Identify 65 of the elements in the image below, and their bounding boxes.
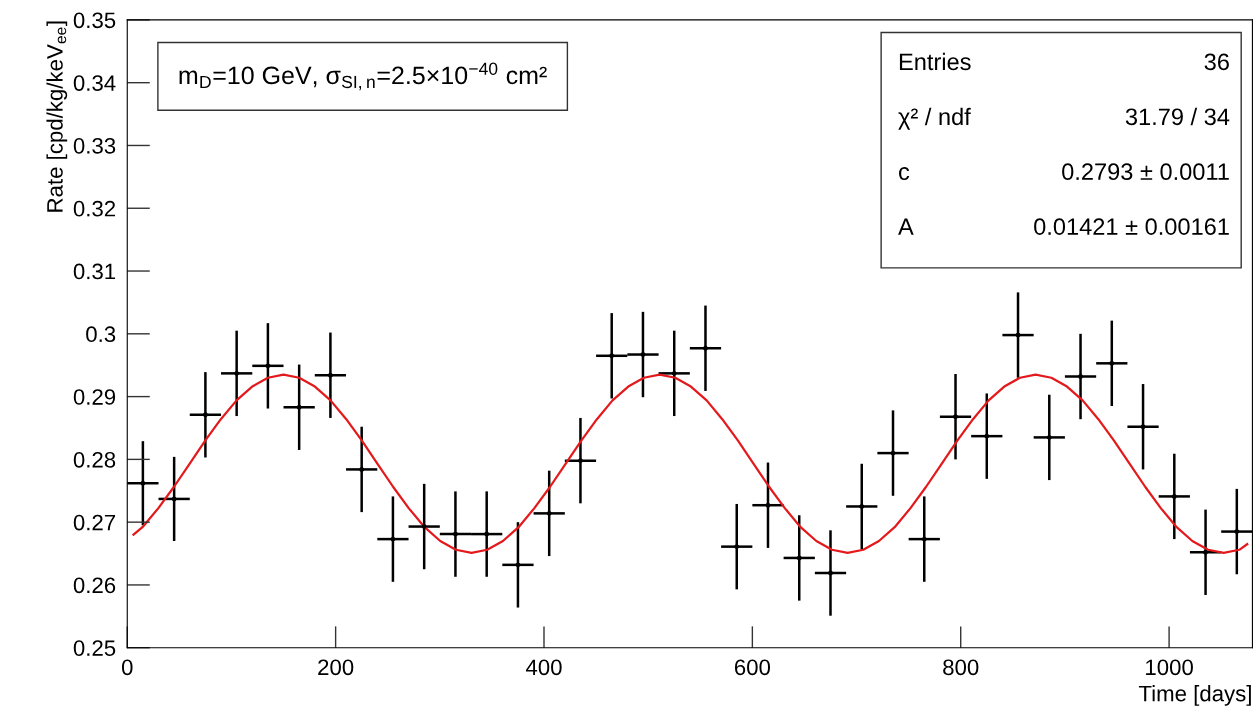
annotation: c <box>899 167 910 181</box>
point <box>609 353 615 359</box>
x-tick-label: 1000 <box>1146 659 1193 676</box>
point <box>327 372 333 378</box>
annotation: Entries <box>899 52 971 71</box>
y-axis-title: Rate [cpd/kg/keV$_{ee}$] <box>46 21 68 212</box>
x-axis-title: Time [days] <box>1138 685 1251 706</box>
point <box>453 531 458 537</box>
annotation: χ² / ndf <box>898 107 971 130</box>
point <box>1109 360 1115 366</box>
y-tick-label: 0.31 <box>73 263 116 280</box>
y-tick-label: 0.33 <box>73 138 116 154</box>
point <box>1015 332 1021 338</box>
x-tick-label: 400 <box>525 659 562 676</box>
point <box>546 510 552 516</box>
point <box>1046 434 1052 440</box>
annotation: 36 <box>1204 53 1229 71</box>
y-tick-label: 0.26 <box>73 577 116 594</box>
point <box>890 450 896 456</box>
point <box>953 414 958 420</box>
annotation: m$_{D}$=10 GeV, σ$_{SI,n}$=2.5×10$^{−40}$ cm² <box>179 62 547 91</box>
y-tick-label: 0.34 <box>73 75 116 91</box>
point <box>1203 549 1208 555</box>
annotation: A <box>898 218 914 235</box>
point <box>265 363 271 369</box>
point <box>484 531 490 537</box>
point <box>921 536 927 542</box>
x-tick-label: 0 <box>121 659 133 676</box>
y-tick-label: 0.27 <box>73 514 116 531</box>
annotation: 0.2793 ± 0.0011 <box>1062 163 1229 181</box>
point <box>515 562 521 568</box>
point <box>359 466 365 472</box>
y-tick-label: 0.3 <box>86 326 116 343</box>
line-series <box>132 373 1249 555</box>
point <box>765 502 771 508</box>
point <box>140 480 146 486</box>
y-tick-label: 0.28 <box>73 451 116 468</box>
point <box>1078 374 1083 379</box>
point <box>578 458 583 464</box>
point <box>640 352 646 357</box>
x-tick-label: 200 <box>318 659 354 676</box>
y-tick-label: 0.29 <box>73 389 116 405</box>
x-tick-label: 600 <box>734 659 771 676</box>
x-tick-label: 800 <box>943 659 979 676</box>
point <box>984 433 990 439</box>
y-tick-label: 0.25 <box>73 640 116 656</box>
point <box>828 570 833 576</box>
point <box>1171 493 1177 499</box>
point <box>296 404 302 410</box>
point <box>859 504 865 509</box>
y-tick-label: 0.32 <box>73 200 116 217</box>
point <box>421 524 427 529</box>
annotation: 0.01421 ± 0.00161 <box>1034 218 1229 235</box>
y-tick-label: 0.35 <box>73 12 116 29</box>
point <box>703 345 708 351</box>
point <box>234 370 240 376</box>
point <box>202 412 208 418</box>
annotation: 31.79 / 34 <box>1125 107 1230 126</box>
point <box>734 544 740 550</box>
point <box>171 496 177 502</box>
point <box>1234 529 1240 535</box>
point <box>671 370 677 376</box>
point <box>1140 424 1146 430</box>
point <box>796 555 802 561</box>
point <box>390 536 396 542</box>
